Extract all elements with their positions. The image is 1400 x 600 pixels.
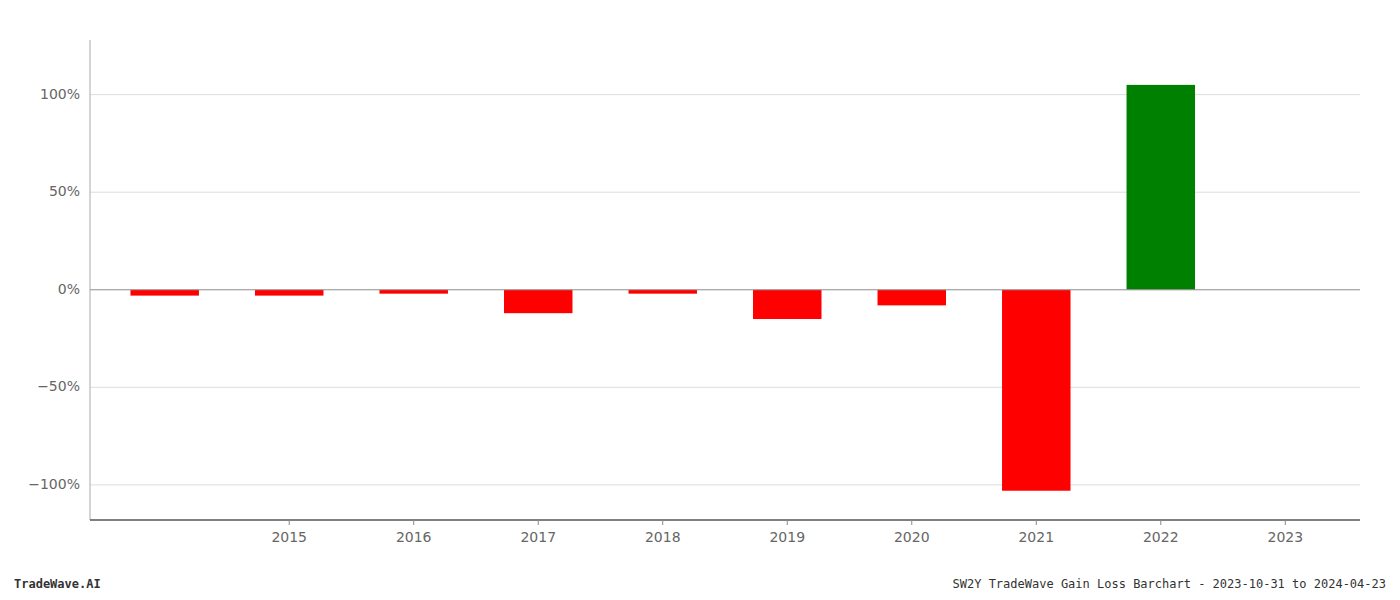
x-ticks: 2015 2016 2017 2018 2019 2020 2021 2022 2023	[271, 520, 1303, 545]
y-tick-label: −50%	[37, 378, 80, 394]
x-tick-mark	[787, 520, 788, 525]
grid-line	[90, 289, 1360, 290]
x-tick-mark	[911, 520, 912, 525]
x-tick-mark	[1285, 520, 1286, 525]
x-tick-label: 2017	[520, 529, 556, 545]
bar	[255, 290, 323, 296]
y-axis-line	[90, 40, 91, 520]
chart-container: −100%−50%0%50%100%2015201620172018201920…	[0, 0, 1400, 600]
footer-right: SW2Y TradeWave Gain Loss Barchart - 2023…	[953, 577, 1386, 591]
x-tick-label: 2019	[769, 529, 805, 545]
bar	[878, 290, 946, 306]
x-tick-label: 2021	[1018, 529, 1054, 545]
x-tick-mark	[1160, 520, 1161, 525]
y-tick-label: 0%	[58, 281, 80, 297]
x-tick-mark	[662, 520, 663, 525]
y-tick-label: 50%	[49, 183, 80, 199]
bar	[629, 290, 697, 294]
footer-left: TradeWave.AI	[14, 577, 101, 591]
zero-line	[90, 289, 1360, 290]
x-tick-mark	[289, 520, 290, 525]
bar	[1002, 290, 1070, 491]
y-tick-label: −100%	[28, 476, 80, 492]
x-tick-label: 2022	[1143, 529, 1179, 545]
x-tick-label: 2015	[271, 529, 307, 545]
bar	[504, 290, 572, 313]
bar	[130, 290, 198, 296]
x-tick-label: 2023	[1267, 529, 1303, 545]
x-tick-mark	[1036, 520, 1037, 525]
x-tick-mark	[413, 520, 414, 525]
x-tick-label: 2018	[645, 529, 681, 545]
grid-line	[90, 484, 1360, 485]
y-tick-label: 100%	[40, 86, 80, 102]
bar	[1127, 85, 1195, 290]
x-tick-label: 2016	[396, 529, 432, 545]
y-tick-labels: −100% −50% 0% 50% 100%	[28, 86, 80, 492]
bar	[379, 290, 447, 294]
x-axis-line	[90, 519, 1360, 521]
chart-svg: −100%−50%0%50%100%2015201620172018201920…	[0, 0, 1400, 600]
grid-line	[90, 387, 1360, 388]
x-tick-label: 2020	[894, 529, 930, 545]
x-tick-mark	[538, 520, 539, 525]
bars	[130, 85, 1195, 491]
bar	[753, 290, 821, 319]
